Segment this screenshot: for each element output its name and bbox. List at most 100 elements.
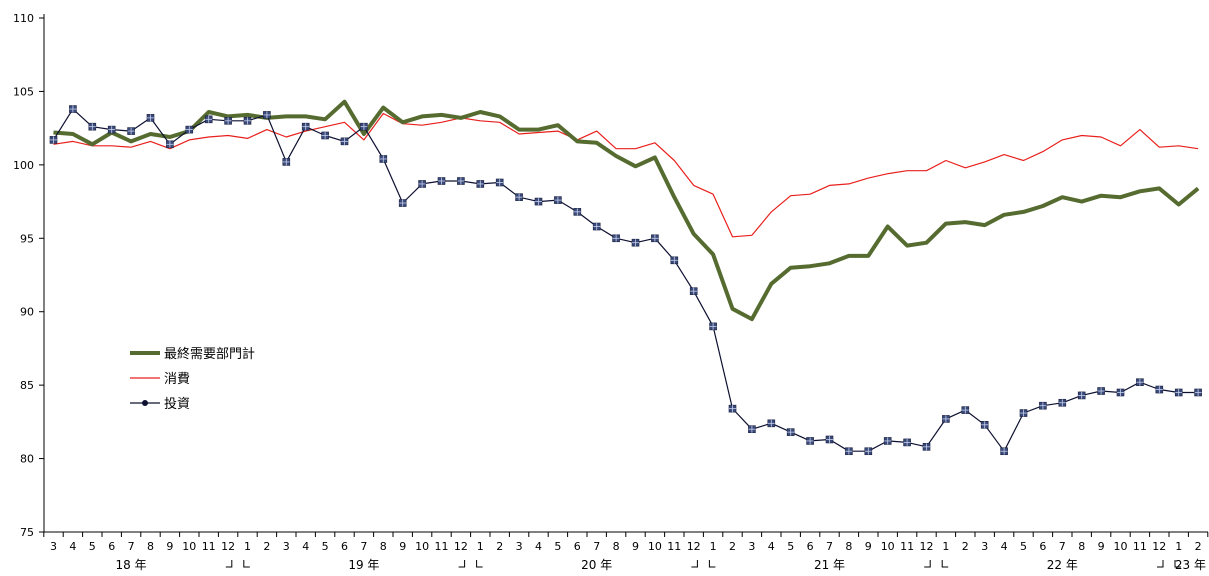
x-tick-label: 4: [69, 540, 76, 553]
x-tick-label: 2: [263, 540, 270, 553]
data-point: [379, 155, 388, 163]
x-tick-label: 3: [516, 540, 523, 553]
data-point: [495, 178, 504, 187]
data-point: [457, 177, 465, 185]
data-point: [1077, 391, 1086, 400]
year-bracket-end: [225, 560, 233, 568]
x-tick-label: 4: [535, 540, 542, 553]
data-point: [980, 420, 989, 429]
data-point: [398, 199, 407, 207]
legend-item: 最終需要部門計: [130, 346, 255, 362]
data-point: [1174, 388, 1183, 397]
x-tick-label: 4: [302, 540, 309, 553]
x-tick-label: 9: [399, 540, 406, 553]
data-point: [845, 447, 853, 456]
series-line: [53, 99, 1200, 322]
data-point: [748, 425, 756, 434]
data-point: [321, 131, 329, 140]
data-point: [263, 111, 271, 119]
x-tick-label: 10: [182, 540, 196, 553]
data-point: [127, 127, 135, 135]
data-point: [69, 105, 77, 113]
y-axis-ticks: 75 80 85 90 95 100 105 110: [13, 12, 44, 539]
x-tick-label: 10: [648, 540, 662, 553]
data-point: [360, 122, 368, 131]
data-point: [1058, 398, 1067, 407]
x-tick-label: 2: [1195, 540, 1202, 553]
data-point: [1136, 378, 1144, 387]
data-point: [146, 114, 155, 122]
x-tick-label: 8: [380, 540, 387, 553]
data-point: [1019, 409, 1028, 417]
x-tick-label: 6: [341, 540, 348, 553]
data-point: [1097, 387, 1105, 395]
x-tick-label: 12: [221, 540, 235, 553]
year-label: 19 年: [348, 558, 379, 572]
x-tick-label: 3: [748, 540, 755, 553]
year-bracket-end: [458, 560, 466, 568]
x-tick-label: 3: [50, 540, 57, 553]
data-point: [573, 208, 582, 216]
data-point: [592, 222, 601, 231]
x-tick-label: 12: [920, 540, 934, 553]
x-tick-label: 11: [1133, 540, 1147, 553]
year-label: 23 年: [1175, 558, 1206, 572]
y-tick-label: 105: [13, 85, 34, 98]
data-point: [166, 140, 174, 149]
x-tick-label: 12: [687, 540, 701, 553]
legend-marker: [142, 400, 148, 406]
x-tick-label: 7: [1059, 540, 1066, 553]
x-tick-label: 6: [1039, 540, 1046, 553]
x-tick-label: 7: [128, 540, 135, 553]
x-tick-label: 7: [360, 540, 367, 553]
year-label: 22 年: [1047, 558, 1078, 572]
legend-label: 消費: [164, 372, 190, 387]
x-tick-label: 9: [166, 540, 173, 553]
x-tick-label: 1: [1175, 540, 1182, 553]
x-tick-label: 6: [807, 540, 814, 553]
x-tick-label: 5: [787, 540, 794, 553]
x-tick-label: 7: [593, 540, 600, 553]
y-tick-label: 75: [20, 526, 34, 539]
data-point: [49, 136, 58, 144]
x-tick-label: 12: [454, 540, 468, 553]
data-point: [1194, 388, 1202, 397]
data-point: [243, 117, 252, 125]
data-point: [515, 193, 523, 201]
series-line: [53, 112, 1199, 238]
x-tick-label: 4: [768, 540, 775, 553]
year-bracket-end: [1157, 560, 1164, 568]
data-point: [340, 137, 349, 146]
year-bracket-start: [708, 560, 716, 568]
x-tick-label: 7: [826, 540, 833, 553]
x-tick-label: 1: [942, 540, 949, 553]
data-point: [437, 177, 446, 185]
x-tick-label: 10: [1114, 540, 1128, 553]
data-point: [864, 447, 873, 456]
data-point: [806, 437, 814, 445]
year-bracket-end: [924, 560, 931, 568]
data-point: [883, 437, 892, 445]
data-point: [1116, 388, 1125, 397]
x-tick-label: 9: [865, 540, 872, 553]
legend-label: 最終需要部門計: [164, 346, 255, 362]
series-layer: [49, 99, 1202, 456]
year-bracket-end: [691, 560, 698, 568]
x-tick-label: 5: [89, 540, 96, 553]
data-point: [282, 158, 291, 166]
data-point: [418, 180, 426, 188]
data-point: [554, 196, 562, 204]
x-tick-label: 5: [1020, 540, 1027, 553]
data-point: [631, 238, 640, 247]
axes: [43, 14, 1208, 533]
x-tick-label: 2: [729, 540, 736, 553]
x-tick-label: 1: [477, 540, 484, 553]
data-point: [224, 117, 232, 125]
y-tick-label: 85: [20, 379, 34, 392]
data-point: [961, 406, 970, 414]
x-tick-label: 12: [1152, 540, 1166, 553]
y-tick-label: 90: [20, 306, 34, 319]
data-point: [728, 404, 737, 413]
data-point: [612, 234, 620, 243]
